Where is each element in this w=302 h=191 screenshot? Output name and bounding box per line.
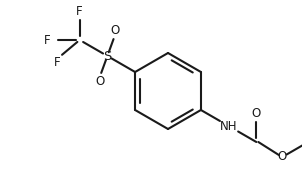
Text: F: F bbox=[44, 33, 51, 46]
Text: O: O bbox=[110, 24, 120, 37]
Text: O: O bbox=[278, 151, 287, 163]
Text: O: O bbox=[252, 107, 261, 120]
Text: O: O bbox=[95, 75, 104, 88]
Text: S: S bbox=[103, 49, 111, 62]
Text: NH: NH bbox=[220, 120, 237, 133]
Text: F: F bbox=[76, 5, 83, 18]
Text: F: F bbox=[53, 56, 60, 69]
